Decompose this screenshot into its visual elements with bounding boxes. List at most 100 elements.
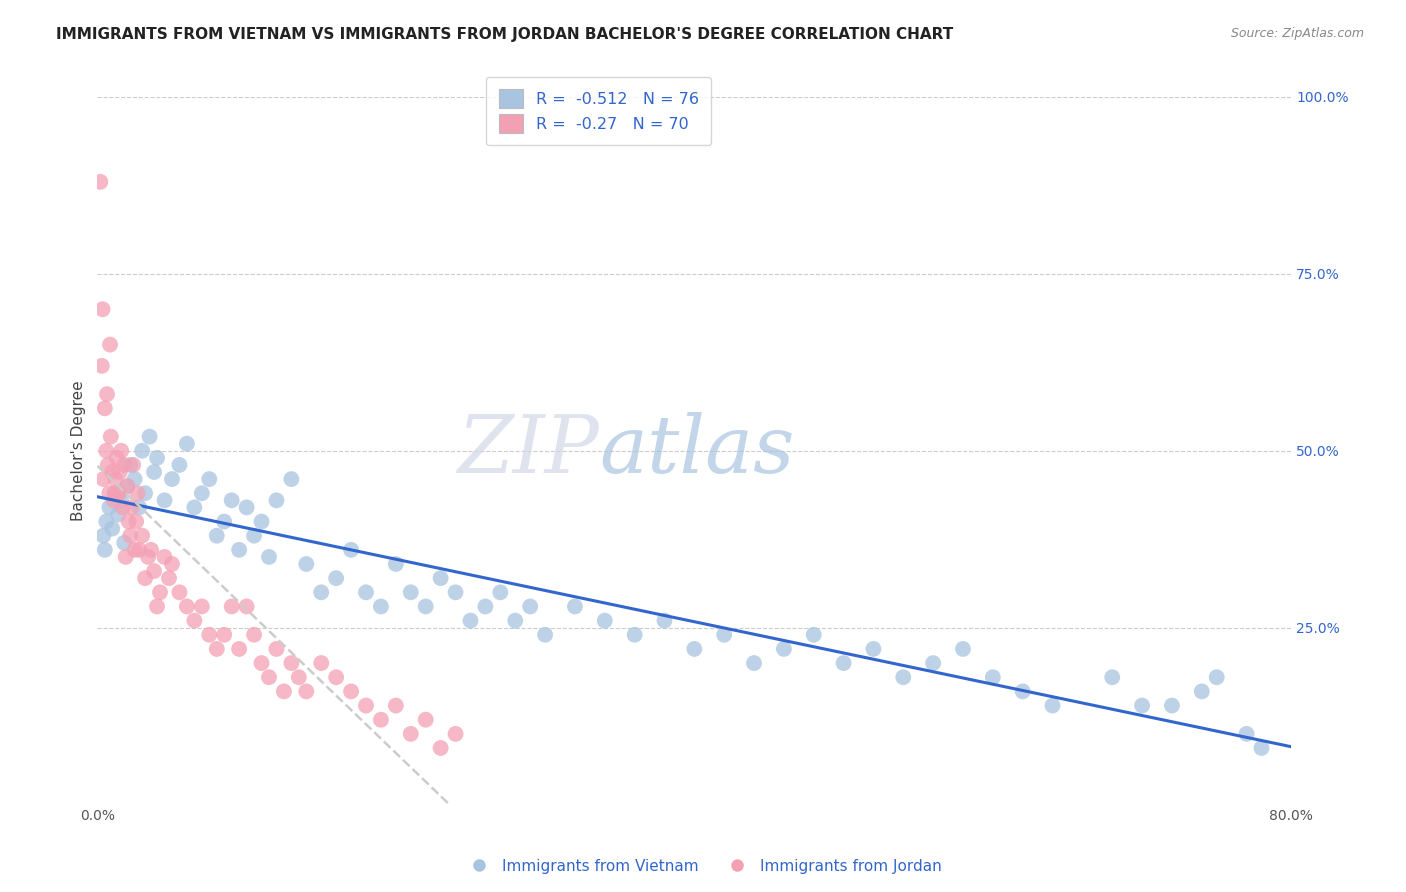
Point [98, 486, 121, 500]
Point [153, 549, 176, 564]
Point [128, 500, 150, 515]
Point [862, 641, 884, 656]
Point [115, 479, 138, 493]
Point [385, 557, 408, 571]
Point [1161, 698, 1184, 713]
Point [212, 628, 235, 642]
Legend: Immigrants from Vietnam, Immigrants from Jordan: Immigrants from Vietnam, Immigrants from… [458, 853, 948, 880]
Point [169, 585, 191, 599]
Point [228, 542, 250, 557]
Point [160, 472, 183, 486]
Text: IMMIGRANTS FROM VIETNAM VS IMMIGRANTS FROM JORDAN BACHELOR'S DEGREE CORRELATION : IMMIGRANTS FROM VIETNAM VS IMMIGRANTS FR… [56, 27, 953, 42]
Point [100, 429, 122, 443]
Point [94, 401, 117, 416]
Point [111, 500, 134, 515]
Point [96, 387, 118, 401]
Point [146, 599, 169, 614]
Point [176, 599, 198, 614]
Point [243, 628, 266, 642]
Point [1130, 698, 1153, 713]
Point [157, 571, 180, 585]
Point [115, 479, 138, 493]
Point [385, 698, 408, 713]
Point [399, 727, 422, 741]
Point [183, 614, 205, 628]
Point [1011, 684, 1033, 698]
Point [415, 713, 437, 727]
Point [110, 493, 132, 508]
Point [280, 656, 302, 670]
Point [101, 522, 124, 536]
Point [257, 670, 280, 684]
Point [370, 713, 392, 727]
Point [120, 529, 142, 543]
Point [221, 599, 243, 614]
Point [1101, 670, 1123, 684]
Point [149, 585, 172, 599]
Point [474, 599, 496, 614]
Point [139, 542, 162, 557]
Point [250, 656, 273, 670]
Point [124, 542, 146, 557]
Point [832, 656, 855, 670]
Point [742, 656, 765, 670]
Point [107, 486, 129, 500]
Point [309, 585, 332, 599]
Point [250, 515, 273, 529]
Point [340, 684, 363, 698]
Point [243, 529, 266, 543]
Point [112, 535, 135, 549]
Point [205, 641, 228, 656]
Point [120, 458, 142, 472]
Point [105, 450, 128, 465]
Point [295, 557, 318, 571]
Point [922, 656, 945, 670]
Point [131, 529, 153, 543]
Point [96, 515, 118, 529]
Point [266, 493, 288, 508]
Point [309, 656, 332, 670]
Point [108, 486, 131, 500]
Point [1191, 684, 1213, 698]
Point [146, 450, 169, 465]
Point [98, 337, 121, 351]
Point [288, 670, 311, 684]
Point [90, 359, 112, 373]
Point [91, 472, 114, 486]
Point [91, 302, 114, 317]
Text: atlas: atlas [599, 412, 794, 490]
Point [981, 670, 1004, 684]
Point [134, 571, 156, 585]
Point [176, 436, 198, 450]
Point [354, 698, 377, 713]
Point [534, 628, 557, 642]
Point [340, 542, 363, 557]
Point [429, 741, 451, 756]
Point [122, 458, 145, 472]
Point [110, 443, 132, 458]
Point [1042, 698, 1064, 713]
Point [127, 486, 149, 500]
Point [370, 599, 392, 614]
Point [228, 641, 250, 656]
Point [169, 458, 191, 472]
Text: Source: ZipAtlas.com: Source: ZipAtlas.com [1230, 27, 1364, 40]
Point [773, 641, 796, 656]
Point [503, 614, 526, 628]
Point [295, 684, 318, 698]
Point [429, 571, 451, 585]
Point [125, 515, 148, 529]
Point [103, 486, 125, 500]
Point [128, 542, 150, 557]
Point [891, 670, 914, 684]
Point [489, 585, 512, 599]
Point [191, 486, 214, 500]
Point [96, 443, 118, 458]
Point [460, 614, 482, 628]
Point [112, 458, 135, 472]
Y-axis label: Bachelor's Degree: Bachelor's Degree [72, 381, 86, 521]
Text: ZIP: ZIP [457, 412, 599, 490]
Point [97, 458, 120, 472]
Point [399, 585, 422, 599]
Point [444, 727, 467, 741]
